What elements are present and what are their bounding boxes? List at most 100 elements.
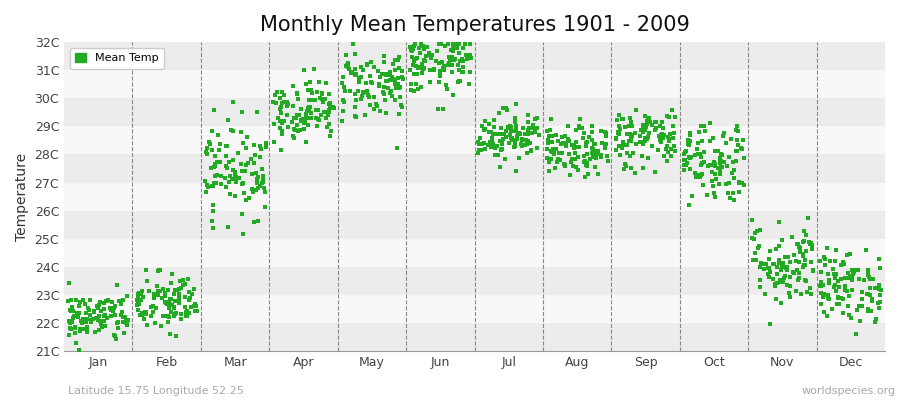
Point xyxy=(590,150,605,157)
Point xyxy=(616,116,630,122)
Point xyxy=(423,52,437,58)
Point xyxy=(629,141,643,147)
Point xyxy=(484,144,499,150)
Point xyxy=(579,139,593,146)
Point xyxy=(360,61,374,68)
Point xyxy=(512,154,526,161)
Point xyxy=(315,95,329,102)
Point xyxy=(302,103,316,110)
Point xyxy=(625,133,639,140)
Point xyxy=(296,67,310,73)
Point xyxy=(598,141,613,148)
Point xyxy=(367,94,382,100)
Point xyxy=(395,76,410,82)
Point xyxy=(557,133,572,140)
Point xyxy=(831,295,845,302)
Point xyxy=(151,268,166,274)
Point xyxy=(703,138,717,144)
Point xyxy=(727,175,742,182)
Point xyxy=(714,151,728,157)
Point xyxy=(302,97,316,103)
Point xyxy=(722,153,736,160)
Point xyxy=(72,326,86,332)
Point xyxy=(683,155,698,161)
Point xyxy=(707,170,722,177)
Point xyxy=(711,165,725,171)
Point xyxy=(841,303,855,310)
Point xyxy=(734,145,748,152)
Point xyxy=(99,315,113,321)
Point xyxy=(516,125,530,131)
Point xyxy=(831,278,845,284)
Point xyxy=(446,40,461,47)
Point xyxy=(198,178,212,184)
Point xyxy=(452,67,466,74)
Point xyxy=(640,121,654,127)
Point xyxy=(148,319,163,326)
Point xyxy=(379,72,393,79)
Point xyxy=(521,125,535,132)
Point xyxy=(790,240,805,247)
Point xyxy=(599,133,614,139)
Point xyxy=(580,151,594,157)
Point xyxy=(434,40,448,47)
Point xyxy=(376,90,391,97)
Point xyxy=(873,265,887,271)
Point xyxy=(205,147,220,153)
Point xyxy=(184,291,199,297)
Point xyxy=(235,167,249,174)
Point xyxy=(356,66,371,73)
Point xyxy=(487,117,501,123)
Point xyxy=(723,195,737,201)
Point xyxy=(869,316,884,322)
Point xyxy=(778,264,793,271)
Point xyxy=(640,136,654,142)
Point xyxy=(321,108,336,115)
Point xyxy=(240,160,255,166)
Point xyxy=(323,102,338,108)
Point xyxy=(404,46,419,52)
Point xyxy=(392,111,407,117)
Point xyxy=(827,271,842,277)
Point xyxy=(440,40,454,47)
Point xyxy=(761,265,776,271)
Point xyxy=(585,129,599,135)
Point xyxy=(508,143,523,150)
Point xyxy=(569,144,583,150)
Point xyxy=(813,258,827,264)
Point xyxy=(526,125,541,131)
Point xyxy=(246,189,260,196)
Point xyxy=(834,262,849,268)
Point xyxy=(820,312,834,319)
Point xyxy=(338,52,353,58)
Point xyxy=(842,273,857,279)
Point xyxy=(660,158,674,164)
Point xyxy=(79,324,94,330)
Point xyxy=(845,287,859,293)
Point xyxy=(131,291,146,297)
Point xyxy=(787,270,801,276)
Point xyxy=(682,154,697,160)
Point xyxy=(482,121,496,128)
Point xyxy=(71,314,86,320)
Point xyxy=(68,330,82,336)
Point xyxy=(772,257,787,263)
Point xyxy=(85,319,99,326)
Point xyxy=(636,164,651,171)
Point xyxy=(394,74,409,80)
Point xyxy=(662,137,676,144)
Point xyxy=(799,289,814,295)
Point xyxy=(169,333,184,339)
Point xyxy=(168,298,183,304)
Point xyxy=(572,154,586,160)
Point xyxy=(496,104,510,111)
Point xyxy=(233,160,248,167)
Point xyxy=(451,79,465,86)
Point xyxy=(581,171,596,177)
Point xyxy=(424,55,438,61)
Point xyxy=(564,156,579,162)
Point xyxy=(248,152,262,158)
Point xyxy=(383,88,398,94)
Point xyxy=(634,139,648,146)
Point xyxy=(757,266,771,272)
